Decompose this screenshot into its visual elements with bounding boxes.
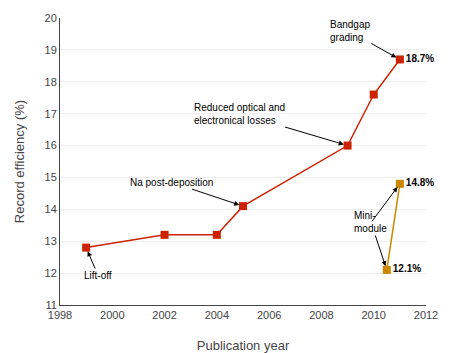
svg-text:13: 13 bbox=[45, 235, 57, 247]
svg-text:2002: 2002 bbox=[152, 309, 176, 321]
svg-text:1998: 1998 bbox=[48, 309, 72, 321]
svg-text:2006: 2006 bbox=[257, 309, 281, 321]
svg-text:2000: 2000 bbox=[100, 309, 124, 321]
svg-text:Mini-module: Mini-module bbox=[354, 210, 387, 234]
svg-text:Record efficiency (%): Record efficiency (%) bbox=[12, 100, 27, 223]
svg-text:18: 18 bbox=[45, 76, 57, 88]
svg-text:12: 12 bbox=[45, 267, 57, 279]
svg-text:Publication year: Publication year bbox=[197, 338, 290, 353]
svg-text:Reduced optical andelectronica: Reduced optical andelectronical losses bbox=[194, 102, 285, 126]
svg-text:15: 15 bbox=[45, 171, 57, 183]
svg-text:12.1%: 12.1% bbox=[393, 263, 421, 274]
svg-text:18.7%: 18.7% bbox=[406, 53, 434, 64]
svg-text:2012: 2012 bbox=[414, 309, 438, 321]
svg-text:Bandgapgrading: Bandgapgrading bbox=[330, 19, 370, 43]
svg-text:17: 17 bbox=[45, 108, 57, 120]
svg-text:16: 16 bbox=[45, 139, 57, 151]
svg-text:19: 19 bbox=[45, 44, 57, 56]
svg-text:14: 14 bbox=[45, 203, 57, 215]
svg-text:11: 11 bbox=[45, 299, 56, 311]
svg-text:2008: 2008 bbox=[309, 309, 333, 321]
svg-text:2010: 2010 bbox=[361, 309, 385, 321]
svg-text:20: 20 bbox=[45, 12, 57, 24]
svg-text:2004: 2004 bbox=[205, 309, 229, 321]
svg-text:14.8%: 14.8% bbox=[406, 177, 434, 188]
svg-text:Lift-off: Lift-off bbox=[84, 270, 112, 281]
svg-text:Na post-deposition: Na post-deposition bbox=[130, 177, 213, 188]
